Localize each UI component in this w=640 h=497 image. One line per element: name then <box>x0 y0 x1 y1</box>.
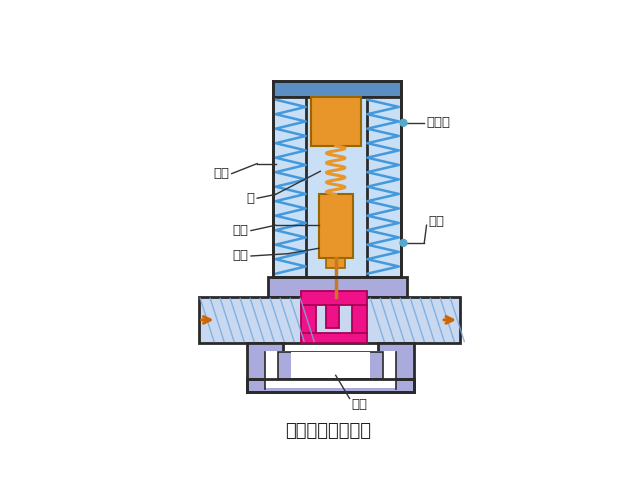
Bar <box>247 379 414 392</box>
Bar <box>247 343 284 389</box>
Bar <box>273 81 401 96</box>
Circle shape <box>400 240 407 247</box>
Circle shape <box>400 119 407 126</box>
Bar <box>378 343 414 389</box>
Text: 导阀: 导阀 <box>351 398 367 411</box>
Text: 小孔: 小孔 <box>233 249 249 262</box>
Bar <box>268 277 406 297</box>
Bar <box>291 352 371 378</box>
Bar <box>326 305 339 328</box>
Bar <box>278 352 383 379</box>
Bar <box>198 297 460 343</box>
Text: 线圈: 线圈 <box>214 167 230 180</box>
Text: 主阀: 主阀 <box>233 224 249 237</box>
Bar <box>273 96 401 277</box>
Text: 定铁心: 定铁心 <box>427 116 451 129</box>
Text: 直接联系式电磁阀: 直接联系式电磁阀 <box>285 422 371 440</box>
Bar <box>301 291 367 305</box>
Bar <box>352 305 367 333</box>
Bar <box>265 351 396 388</box>
Bar <box>326 258 345 267</box>
Bar <box>311 96 361 146</box>
Text: 阀杆: 阀杆 <box>428 215 444 228</box>
Bar <box>301 305 316 333</box>
Text: 罗: 罗 <box>247 192 255 205</box>
Bar <box>301 333 367 343</box>
Bar <box>319 194 353 258</box>
